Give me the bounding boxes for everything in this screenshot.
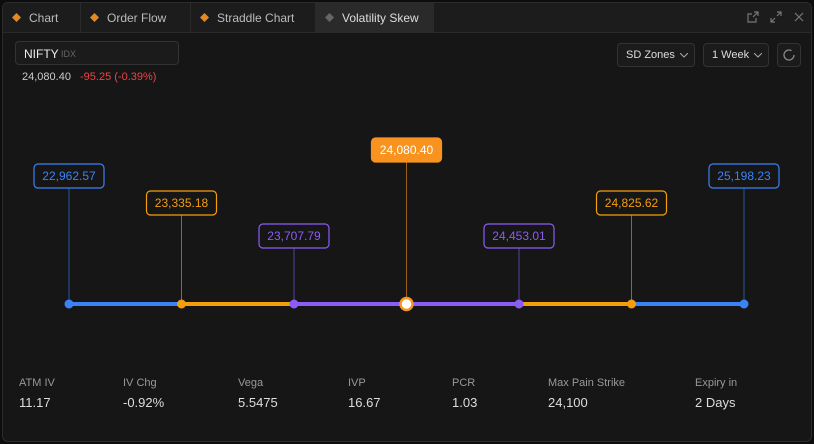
refresh-button[interactable]	[777, 43, 801, 67]
tab-label: Straddle Chart	[217, 11, 295, 25]
stat-label: Expiry in	[695, 377, 738, 389]
level-label: 24,825.62	[605, 196, 659, 210]
tab-bar: Chart Order Flow Straddle Chart Volatility …	[3, 3, 811, 33]
symbol-name: NIFTY	[24, 47, 59, 61]
level-box	[258, 223, 330, 249]
diamond	[12, 13, 21, 22]
level-box	[370, 137, 443, 163]
stat-label: IVP	[348, 377, 366, 389]
tab-icon	[90, 13, 99, 22]
refresh-icon	[783, 49, 795, 61]
stat-label: Max Pain Strike	[548, 377, 626, 389]
tab-icon	[200, 13, 209, 22]
tab[interactable]: Straddle Chart	[191, 3, 316, 33]
level-box	[145, 190, 218, 216]
level-label: 25,198.23	[717, 169, 771, 183]
stat-label: PCR	[452, 377, 476, 389]
chevron	[754, 53, 762, 58]
level-point	[289, 299, 299, 309]
level-box	[483, 223, 555, 249]
stat-value: 24,100	[548, 395, 588, 410]
zones-dropdown[interactable]: SD Zones	[617, 43, 695, 67]
level-label: 23,707.79	[267, 229, 321, 243]
period-dropdown[interactable]: 1 Week	[703, 43, 769, 67]
period-label: 1 Week	[712, 49, 750, 61]
tab[interactable]: Chart	[3, 3, 81, 33]
level-box	[33, 163, 105, 189]
level-label: 24,080.40	[380, 143, 434, 157]
stat-value: 1.03	[452, 395, 478, 410]
level-point	[399, 296, 414, 312]
tab-label: Chart	[29, 11, 59, 25]
level-point	[627, 299, 636, 309]
tab-label: Volatility Skew	[342, 11, 419, 25]
stat-value: 2 Days	[695, 395, 736, 410]
level-point	[514, 299, 524, 309]
tab[interactable]: Volatility Skew	[316, 3, 434, 33]
level-point	[177, 299, 186, 309]
tab-label: Order Flow	[107, 11, 167, 25]
stat-value: 11.17	[19, 395, 51, 410]
symbol-box[interactable]: NIFTY IDX	[15, 41, 179, 65]
stat-label: ATM IV	[19, 377, 55, 389]
stat-label: Vega	[238, 377, 264, 389]
stat-value: 5.5475	[238, 395, 278, 410]
skew-chart: 22,962.57 23,335.18 23,707.79 24,080.40 24,4…	[33, 137, 780, 312]
symbol-exchange: IDX	[61, 49, 77, 59]
stat-label: IV Chg	[123, 377, 157, 389]
maximize-icon[interactable]	[770, 11, 782, 23]
stat-value: 16.67	[348, 395, 381, 410]
level-box	[595, 190, 668, 216]
level-label: 22,962.57	[42, 169, 96, 183]
chevron	[680, 53, 688, 58]
level-label: 24,453.01	[492, 229, 546, 243]
symbol-change: -95.25 (-0.39%)	[80, 71, 157, 83]
diamond	[325, 13, 334, 22]
tab-icon	[12, 13, 21, 22]
diamond	[90, 13, 99, 22]
level-box	[708, 163, 780, 189]
close-icon[interactable]	[793, 11, 805, 23]
diamond	[200, 13, 209, 22]
level-point	[64, 299, 74, 309]
popout-icon[interactable]	[747, 11, 759, 23]
zones-label: SD Zones	[626, 49, 675, 61]
symbol-price: 24,080.40	[22, 71, 71, 83]
tab[interactable]: Order Flow	[81, 3, 191, 33]
level-point	[739, 299, 749, 309]
tab-icon	[325, 13, 334, 22]
level-label: 23,335.18	[155, 196, 209, 210]
stat-value: -0.92%	[123, 395, 165, 410]
